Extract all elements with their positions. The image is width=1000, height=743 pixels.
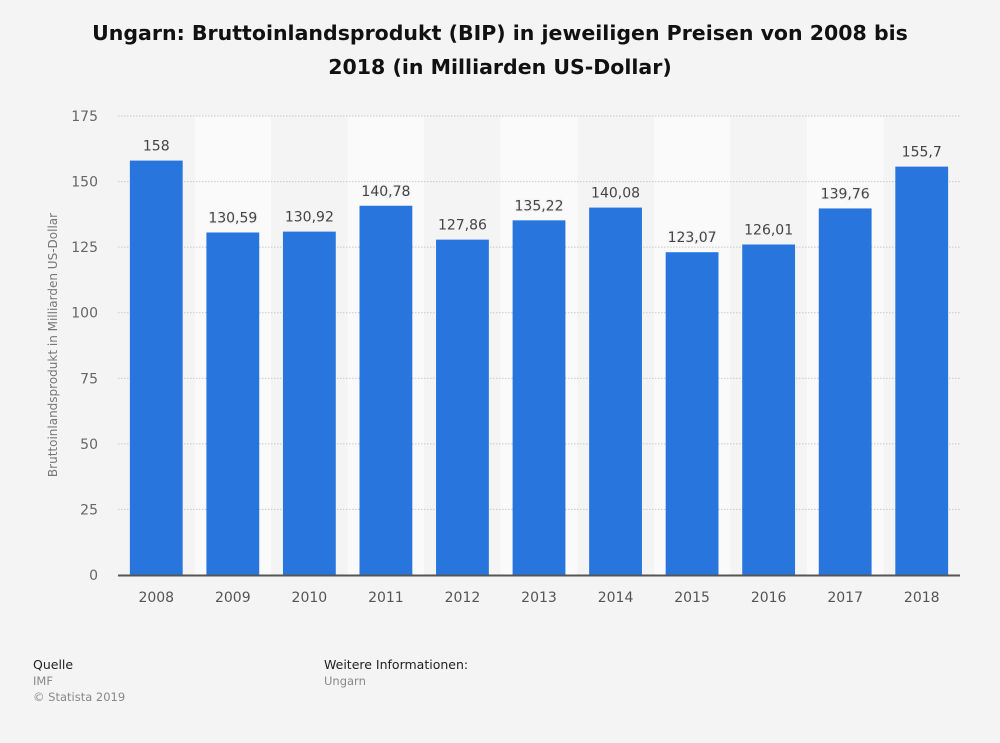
data-label: 140,78 (361, 184, 410, 200)
data-label: 126,01 (744, 222, 793, 238)
chart-title: Ungarn: Bruttoinlandsprodukt (BIP) in je… (40, 16, 960, 84)
x-axis-ticks: 2008 2009 2010 2011 2012 2013 2014 2015 2016 2017… (138, 590, 939, 606)
x-tick-label: 2014 (598, 590, 634, 606)
data-label: 123,07 (668, 230, 717, 246)
bar-2012[interactable] (436, 239, 489, 575)
data-label: 135,22 (515, 198, 564, 214)
source-heading: Quelle (33, 657, 74, 672)
bar-2014[interactable] (589, 207, 642, 576)
bars (129, 160, 949, 576)
bar-2008[interactable] (129, 160, 183, 576)
data-label: 139,76 (821, 186, 870, 202)
y-tick-label: 150 (71, 175, 98, 191)
info-link[interactable]: Ungarn (324, 674, 366, 688)
y-tick-label: 125 (71, 240, 98, 256)
info-block: Weitere Informationen: Ungarn (324, 657, 468, 689)
bar-2010[interactable] (282, 231, 336, 575)
chart-title-line-2: 2018 (in Milliarden US-Dollar) (328, 55, 672, 79)
y-tick-label: 0 (89, 568, 98, 584)
y-tick-label: 50 (80, 437, 98, 453)
copyright: © Statista 2019 (33, 690, 126, 704)
y-tick-label: 100 (71, 306, 98, 322)
data-label: 155,7 (902, 145, 942, 161)
y-tick-label: 175 (71, 109, 98, 125)
x-tick-label: 2015 (674, 590, 710, 606)
bar-2018[interactable] (895, 166, 949, 575)
info-heading: Weitere Informationen: (324, 657, 469, 672)
chart-title-line-1: Ungarn: Bruttoinlandsprodukt (BIP) in je… (92, 21, 908, 45)
y-axis-label: Bruttoinlandsprodukt in Milliarden US-Do… (46, 213, 60, 477)
data-label: 158 (143, 139, 170, 155)
x-tick-label: 2008 (138, 590, 174, 606)
y-tick-label: 25 (80, 502, 98, 518)
bar-2017[interactable] (818, 208, 872, 575)
bar-2009[interactable] (206, 232, 260, 575)
x-tick-label: 2018 (904, 590, 940, 606)
x-tick-label: 2011 (368, 590, 404, 606)
bar-2013[interactable] (512, 220, 566, 575)
x-tick-label: 2010 (292, 590, 328, 606)
bar-2016[interactable] (742, 244, 796, 575)
data-label: 130,59 (208, 210, 257, 226)
data-label: 130,92 (285, 210, 334, 226)
x-tick-label: 2016 (751, 590, 787, 606)
data-label: 127,86 (438, 218, 487, 234)
source-link[interactable]: IMF (33, 674, 53, 688)
bar-2011[interactable] (359, 205, 413, 576)
y-axis-ticks: 0 25 50 75 100 125 150 175 (71, 109, 98, 584)
data-label: 140,08 (591, 186, 640, 202)
data-labels: 158 130,59 130,92 140,78 127,86 135,22 140,08 1… (141, 137, 943, 248)
y-tick-label: 75 (80, 371, 98, 387)
source-block: Quelle IMF © Statista 2019 (33, 657, 125, 705)
x-tick-label: 2013 (521, 590, 557, 606)
x-tick-label: 2017 (827, 590, 863, 606)
x-tick-label: 2009 (215, 590, 251, 606)
x-tick-label: 2012 (445, 590, 481, 606)
bar-2015[interactable] (665, 252, 719, 576)
